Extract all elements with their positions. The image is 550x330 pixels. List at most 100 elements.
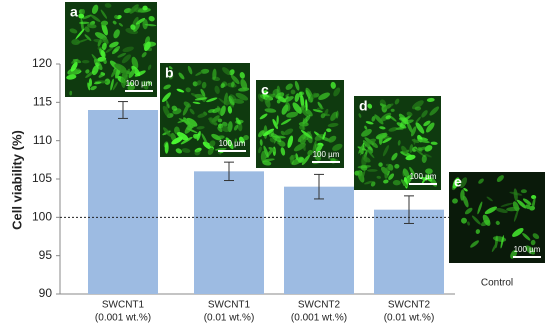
cell bbox=[462, 195, 469, 208]
cell bbox=[328, 135, 337, 143]
cell bbox=[382, 145, 390, 157]
cell bbox=[390, 108, 395, 112]
cell bbox=[224, 99, 230, 105]
cell bbox=[364, 180, 373, 185]
cell bbox=[361, 128, 372, 137]
cell bbox=[495, 207, 508, 213]
cell bbox=[423, 153, 432, 158]
cell bbox=[414, 106, 422, 111]
cell bbox=[235, 92, 249, 101]
cell bbox=[285, 83, 293, 90]
cell bbox=[186, 117, 198, 127]
error-bar bbox=[404, 195, 414, 224]
cell bbox=[189, 108, 195, 115]
cell bbox=[397, 139, 401, 146]
cell bbox=[211, 115, 220, 123]
y-tick-label: 95 bbox=[39, 248, 53, 262]
cell bbox=[187, 65, 193, 75]
inset-label: d bbox=[359, 98, 368, 114]
x-tick-label: SWCNT1 bbox=[208, 300, 251, 311]
cell bbox=[103, 59, 107, 65]
cell bbox=[500, 202, 514, 207]
scale-label: 100 µm bbox=[410, 172, 437, 181]
cell bbox=[426, 97, 435, 102]
cell bbox=[287, 135, 294, 149]
cell bbox=[394, 163, 400, 169]
cell bbox=[364, 125, 368, 130]
cell bbox=[111, 69, 117, 78]
cell bbox=[406, 111, 413, 117]
cell bbox=[492, 236, 507, 242]
cell bbox=[222, 67, 231, 76]
cell bbox=[309, 92, 317, 102]
cell bbox=[409, 166, 416, 178]
cell bbox=[207, 147, 214, 155]
cell bbox=[286, 111, 299, 118]
cell bbox=[88, 78, 93, 87]
cell bbox=[298, 121, 309, 127]
cell bbox=[379, 126, 386, 130]
cell bbox=[196, 130, 201, 141]
cell bbox=[402, 168, 410, 178]
cell bbox=[452, 177, 460, 189]
inset-label: b bbox=[165, 65, 174, 81]
cell bbox=[144, 23, 157, 27]
cell bbox=[332, 143, 343, 151]
inset-label: e bbox=[454, 174, 462, 190]
cell bbox=[114, 14, 119, 20]
cell bbox=[75, 38, 89, 44]
cell bbox=[257, 93, 264, 102]
cell bbox=[305, 99, 308, 111]
cell bbox=[192, 133, 199, 139]
cell bbox=[81, 60, 90, 64]
cell bbox=[71, 39, 81, 46]
cell bbox=[396, 122, 407, 129]
cell bbox=[532, 233, 540, 240]
cell bbox=[292, 102, 302, 114]
cell bbox=[415, 116, 421, 123]
cell bbox=[522, 198, 532, 206]
cell bbox=[91, 4, 99, 15]
cell bbox=[412, 100, 424, 110]
micrograph bbox=[65, 2, 157, 97]
bar bbox=[194, 171, 264, 294]
cell bbox=[398, 113, 409, 125]
scale-label: 100 µm bbox=[126, 79, 153, 88]
y-axis-label: Cell viability (%) bbox=[9, 130, 24, 230]
cell bbox=[374, 114, 384, 125]
cell bbox=[392, 180, 401, 186]
cell bbox=[522, 232, 531, 241]
cell bbox=[371, 116, 376, 122]
cell bbox=[362, 156, 371, 163]
cell bbox=[280, 130, 285, 136]
cell bbox=[463, 187, 468, 192]
cell bbox=[235, 119, 244, 124]
cell bbox=[104, 78, 111, 85]
x-tick-label: SWCNT2 bbox=[298, 300, 341, 311]
cell bbox=[178, 72, 185, 80]
cell bbox=[113, 29, 120, 39]
cell bbox=[283, 128, 294, 136]
cell bbox=[486, 196, 493, 202]
cell bbox=[424, 145, 433, 152]
error-bar bbox=[118, 101, 128, 119]
cell bbox=[206, 97, 218, 103]
cell bbox=[100, 9, 108, 19]
cell bbox=[196, 126, 205, 130]
cell bbox=[80, 8, 85, 16]
cell bbox=[413, 138, 416, 145]
y-tick-label: 90 bbox=[39, 286, 53, 300]
cell bbox=[391, 152, 398, 161]
cell bbox=[234, 138, 238, 143]
cell bbox=[93, 38, 104, 43]
inset-label: a bbox=[70, 4, 78, 20]
cell bbox=[212, 68, 217, 80]
cell bbox=[426, 174, 433, 182]
cell bbox=[400, 151, 412, 157]
cell bbox=[78, 13, 85, 19]
cell bbox=[383, 103, 394, 110]
cell bbox=[461, 217, 467, 224]
cell bbox=[217, 118, 223, 123]
cell bbox=[175, 148, 183, 154]
